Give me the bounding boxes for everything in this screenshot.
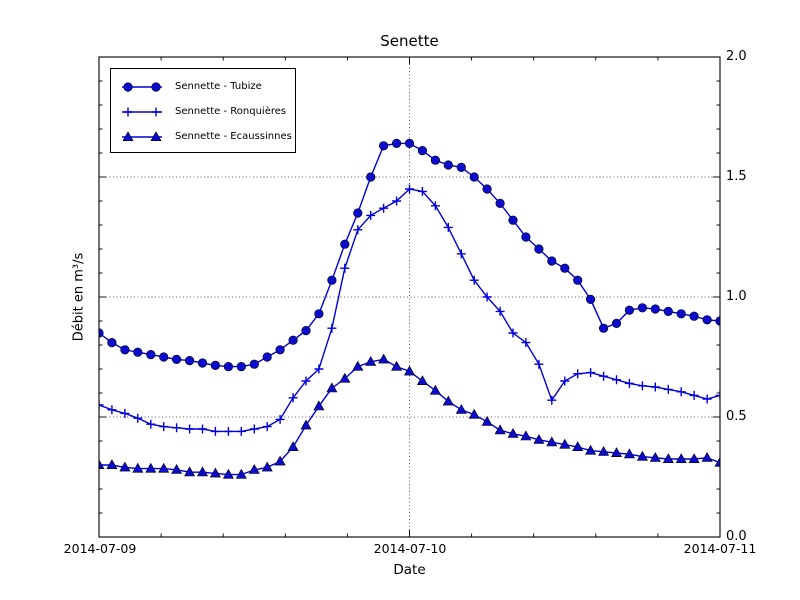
legend-label-ecaussinnes: Sennette - Ecaussinnes [175,131,292,142]
legend-item-ecaussinnes: Sennette - Ecaussinnes [111,124,295,149]
x-tick-label-2014-07-09: 2014-07-09 [63,541,137,556]
x-tick-label-2014-07-11: 2014-07-11 [683,541,757,556]
legend-triangle-marker-icon [122,130,162,141]
y-tick-label-0.0: 0.0 [726,529,747,544]
series-ecaussinnes [98,353,721,479]
y-axis-label: Débit en m³/s [71,252,87,342]
y-tick-label-0.5: 0.5 [726,409,747,424]
legend-label-tubize: Sennette - Tubize [175,81,262,92]
series-ronquieres [98,184,721,436]
legend: Sennette - Tubize Sennette - Ronquières … [110,68,296,153]
y-tick-label-1.5: 1.5 [726,169,747,184]
axes-frame [98,56,721,538]
chart-title: Senette [380,32,439,50]
legend-circle-marker-icon [122,81,162,92]
legend-label-ronquieres: Sennette - Ronquières [175,106,287,117]
series-tubize [98,138,721,372]
legend-item-tubize: Sennette - Tubize [111,74,295,99]
legend-plus-marker-icon [122,107,162,116]
x-tick-label-2014-07-10: 2014-07-10 [373,541,447,556]
y-tick-label-2.0: 2.0 [726,49,747,64]
legend-item-ronquieres: Sennette - Ronquières [111,99,295,124]
y-tick-label-1.0: 1.0 [726,289,747,304]
x-axis-label: Date [393,562,426,578]
